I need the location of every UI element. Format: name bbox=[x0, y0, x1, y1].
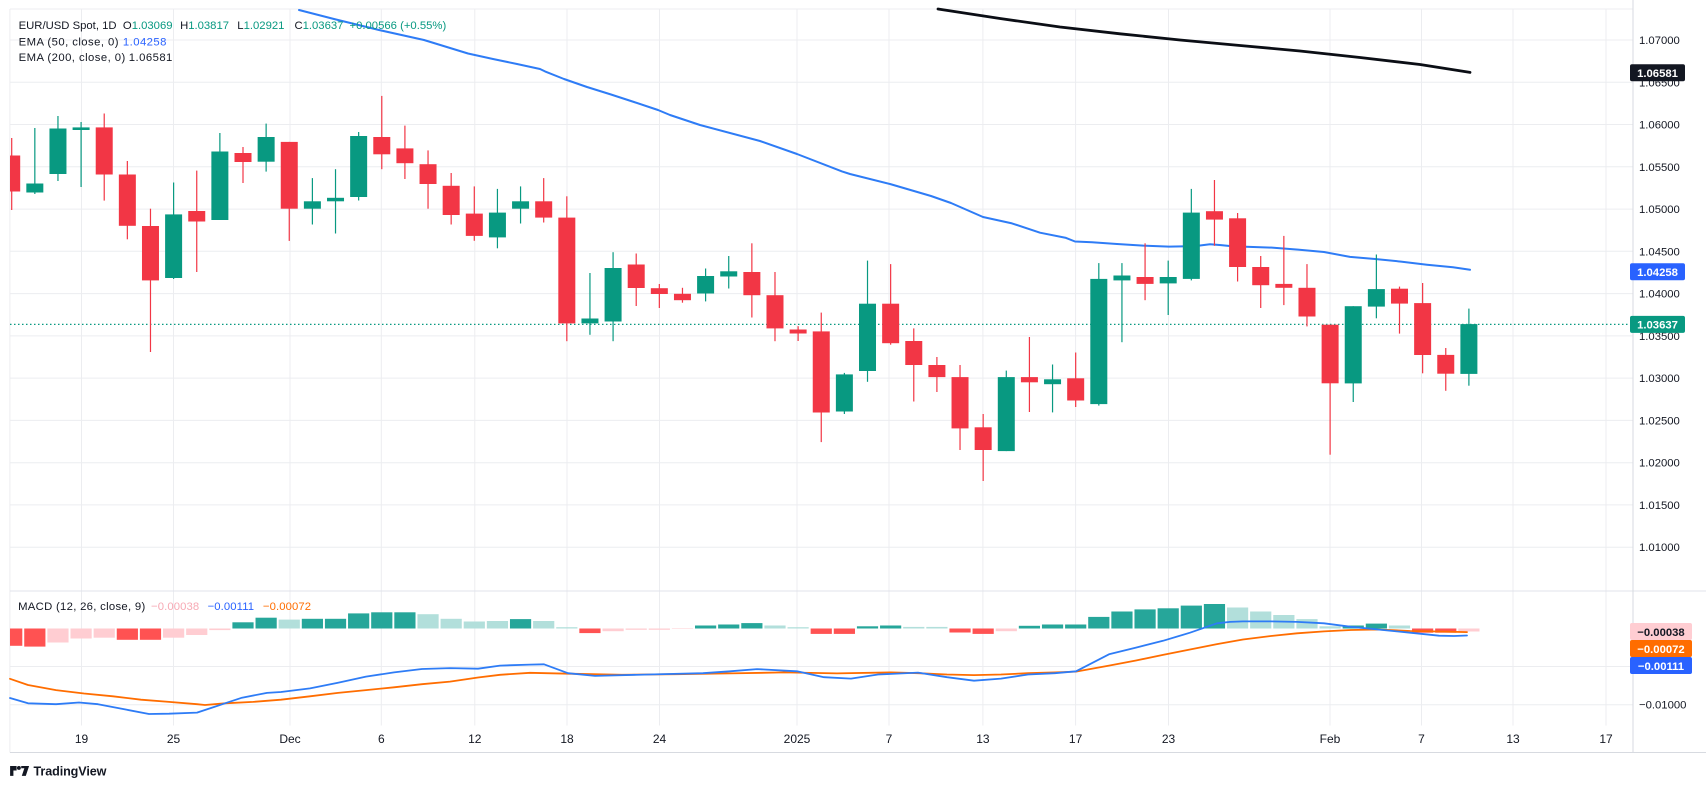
svg-text:−0.00038: −0.00038 bbox=[1637, 627, 1684, 639]
svg-text:1.04258: 1.04258 bbox=[1637, 267, 1678, 279]
svg-text:17: 17 bbox=[1599, 732, 1613, 746]
svg-text:−0.01000: −0.01000 bbox=[1639, 700, 1686, 712]
svg-text:−0.00072: −0.00072 bbox=[1637, 644, 1684, 656]
svg-text:EMA (200, close, 0): EMA (200, close, 0) bbox=[19, 52, 126, 64]
svg-text:17: 17 bbox=[1069, 732, 1083, 746]
svg-text:Feb: Feb bbox=[1320, 732, 1341, 746]
svg-text:1.03817: 1.03817 bbox=[188, 20, 229, 32]
svg-text:Dec: Dec bbox=[279, 732, 300, 746]
svg-text:13: 13 bbox=[976, 732, 990, 746]
svg-text:EMA (50, close, 0): EMA (50, close, 0) bbox=[19, 37, 119, 49]
svg-text:−0.00038: −0.00038 bbox=[151, 601, 199, 613]
svg-text:1.03069: 1.03069 bbox=[132, 20, 173, 32]
svg-text:1.03000: 1.03000 bbox=[1639, 373, 1680, 385]
svg-text:MACD (12, 26, close, 9): MACD (12, 26, close, 9) bbox=[18, 601, 145, 613]
svg-text:7: 7 bbox=[1418, 732, 1425, 746]
svg-text:1.01500: 1.01500 bbox=[1639, 500, 1680, 512]
svg-text:24: 24 bbox=[653, 732, 667, 746]
svg-text:25: 25 bbox=[167, 732, 181, 746]
svg-text:1.06000: 1.06000 bbox=[1639, 120, 1680, 132]
svg-text:13: 13 bbox=[1506, 732, 1520, 746]
svg-text:1.04000: 1.04000 bbox=[1639, 289, 1680, 301]
svg-text:EUR/USD Spot, 1D: EUR/USD Spot, 1D bbox=[19, 20, 117, 32]
svg-text:23: 23 bbox=[1162, 732, 1176, 746]
svg-text:1.06581: 1.06581 bbox=[129, 52, 173, 64]
svg-text:C: C bbox=[295, 20, 303, 32]
svg-text:1.06581: 1.06581 bbox=[1637, 68, 1678, 80]
svg-text:L: L bbox=[237, 20, 243, 32]
svg-text:7: 7 bbox=[886, 732, 893, 746]
svg-text:−0.00072: −0.00072 bbox=[263, 601, 311, 613]
svg-text:H: H bbox=[180, 20, 188, 32]
svg-text:+0.00566 (+0.55%): +0.00566 (+0.55%) bbox=[350, 20, 447, 32]
svg-text:18: 18 bbox=[560, 732, 574, 746]
svg-text:1.04500: 1.04500 bbox=[1639, 246, 1680, 258]
svg-text:1.05500: 1.05500 bbox=[1639, 162, 1680, 174]
svg-text:1.04258: 1.04258 bbox=[123, 37, 167, 49]
svg-text:1.03637: 1.03637 bbox=[1637, 320, 1678, 332]
svg-text:19: 19 bbox=[75, 732, 89, 746]
svg-text:1.03637: 1.03637 bbox=[303, 20, 344, 32]
svg-text:−0.00111: −0.00111 bbox=[1638, 661, 1684, 673]
svg-text:1.07000: 1.07000 bbox=[1639, 35, 1680, 47]
svg-text:1.02000: 1.02000 bbox=[1639, 458, 1680, 470]
svg-text:TradingView: TradingView bbox=[34, 764, 107, 778]
svg-text:−0.00111: −0.00111 bbox=[208, 601, 255, 613]
svg-text:1.05000: 1.05000 bbox=[1639, 204, 1680, 216]
svg-text:6: 6 bbox=[378, 732, 385, 746]
svg-text:1.02921: 1.02921 bbox=[244, 20, 285, 32]
svg-text:1.03500: 1.03500 bbox=[1639, 331, 1680, 343]
svg-text:1.02500: 1.02500 bbox=[1639, 415, 1680, 427]
svg-text:O: O bbox=[123, 20, 132, 32]
svg-text:1.01000: 1.01000 bbox=[1639, 542, 1680, 554]
svg-text:12: 12 bbox=[468, 732, 482, 746]
svg-text:2025: 2025 bbox=[784, 732, 811, 746]
